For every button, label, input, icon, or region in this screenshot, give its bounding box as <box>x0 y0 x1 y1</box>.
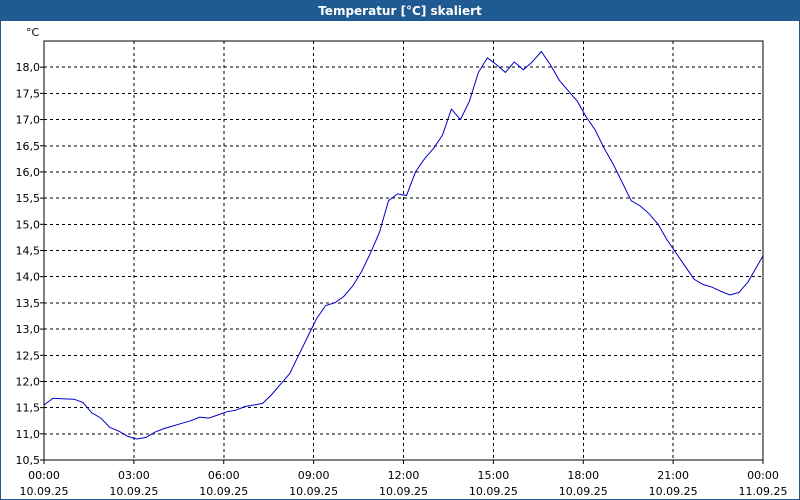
y-tick-label: 13,0 <box>16 323 41 336</box>
y-tick-label: 14,0 <box>16 271 41 284</box>
x-tick-time-label: 18:00 <box>567 469 599 482</box>
window-title: Temperatur [°C] skaliert <box>1 1 799 21</box>
x-tick-time-label: 09:00 <box>298 469 330 482</box>
y-tick-label: 16,0 <box>16 166 41 179</box>
x-tick-time-label: 00:00 <box>28 469 60 482</box>
y-tick-label: 15,5 <box>16 192 41 205</box>
x-tick-date-label: 10.09.25 <box>289 485 338 498</box>
y-axis-unit-label: °C <box>26 26 40 39</box>
y-tick-label: 17,5 <box>16 87 41 100</box>
x-tick-date-label: 10.09.25 <box>649 485 698 498</box>
y-tick-label: 14,5 <box>16 245 41 258</box>
x-tick-date-label: 10.09.25 <box>199 485 248 498</box>
x-tick-date-label: 10.09.25 <box>469 485 518 498</box>
y-tick-label: 15,0 <box>16 218 41 231</box>
y-tick-label: 11,0 <box>16 428 41 441</box>
y-tick-label: 13,5 <box>16 297 41 310</box>
x-tick-time-label: 12:00 <box>388 469 420 482</box>
y-tick-label: 18,0 <box>16 61 41 74</box>
y-axis-ticks: 10,5 11,0 11,5 12,0 12,5 13,0 13,5 14,0 14,5 15,0… <box>16 61 44 467</box>
x-tick-time-label: 00:00 <box>747 469 779 482</box>
y-tick-label: 12,5 <box>16 349 41 362</box>
temperature-series-line <box>43 50 764 440</box>
y-tick-label: 11,5 <box>16 402 41 415</box>
x-tick-time-label: 03:00 <box>118 469 150 482</box>
x-tick-time-label: 15:00 <box>478 469 510 482</box>
x-tick-time-label: 06:00 <box>208 469 240 482</box>
y-tick-label: 12,0 <box>16 375 41 388</box>
x-tick-date-label: 10.09.25 <box>559 485 608 498</box>
x-tick-date-label: 10.09.25 <box>109 485 158 498</box>
x-tick-time-label: 21:00 <box>657 469 689 482</box>
grid-lines <box>44 41 763 460</box>
x-axis-ticks: 00:00 10.09.25 03:00 10.09.25 06:00 10.09.25 0… <box>20 460 788 498</box>
y-tick-label: 10,5 <box>16 454 41 467</box>
y-tick-label: 16,5 <box>16 140 41 153</box>
plot-area-frame <box>43 40 764 461</box>
y-tick-label: 17,0 <box>16 114 41 127</box>
x-tick-date-label: 10.09.25 <box>379 485 428 498</box>
x-tick-date-label: 10.09.25 <box>20 485 69 498</box>
x-tick-date-label: 11.09.25 <box>739 485 788 498</box>
temperature-chart: °C 10,511,011,512,012,513,013,514,014,51… <box>16 26 788 498</box>
